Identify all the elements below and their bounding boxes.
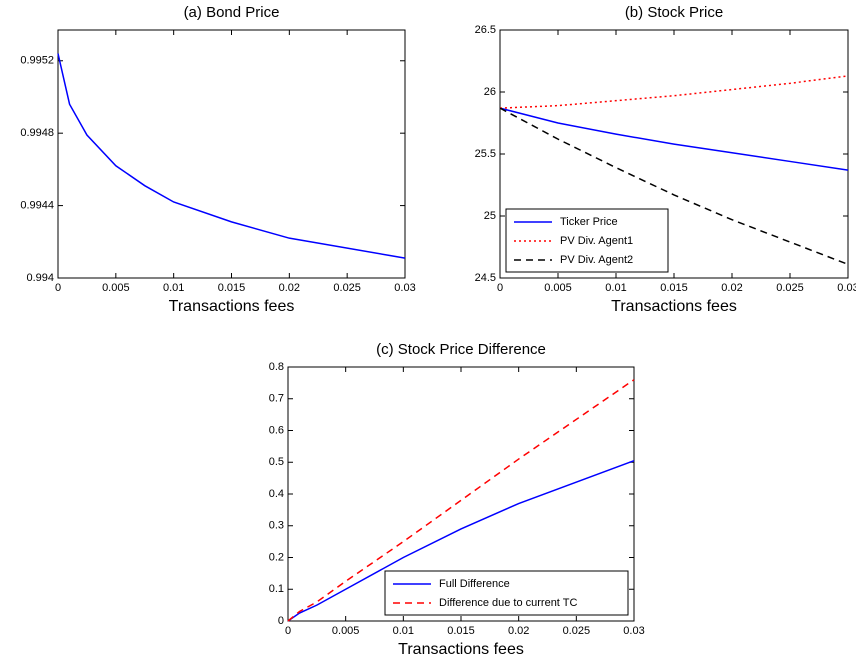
legend [505,208,669,273]
series-line [287,459,635,622]
y-tick-label: 0.3 [269,520,284,532]
series-line [499,107,849,171]
x-tick-label: 0.005 [544,282,572,294]
chart-title: (a) Bond Price [184,4,280,21]
x-axis-label: Transactions fees [169,298,295,315]
x-tick-label: 0.005 [102,282,130,294]
y-tick-label: 0.4 [269,488,284,500]
y-tick-label: 0.7 [269,393,284,405]
x-tick-label: 0.025 [563,625,591,637]
y-tick-label: 0.9944 [20,199,54,211]
x-axis-label: Transactions fees [611,298,737,315]
x-tick-label: 0.02 [508,625,529,637]
x-tick-label: 0.01 [605,282,626,294]
x-tick-label: 0.015 [660,282,688,294]
y-tick-label: 0.5 [269,456,284,468]
chart-title: (b) Stock Price [625,4,723,21]
y-tick-label: 25.5 [475,148,496,160]
x-tick-label: 0.02 [721,282,742,294]
series-line [287,379,635,622]
y-tick-label: 0 [278,615,284,627]
x-tick-label: 0 [55,282,61,294]
y-tick-label: 0.994 [26,272,54,284]
x-tick-label: 0.02 [279,282,300,294]
x-tick-label: 0.025 [776,282,804,294]
y-tick-label: 0.9948 [20,127,54,139]
series-line [57,53,406,259]
legend-label: PV Div. Agent2 [560,254,633,266]
x-tick-label: 0 [497,282,503,294]
y-tick-label: 0.6 [269,424,284,436]
y-tick-label: 0.8 [269,361,284,373]
x-tick-label: 0.005 [332,625,360,637]
y-tick-label: 24.5 [475,272,496,284]
x-tick-label: 0.03 [623,625,644,637]
legend-label: Full Difference [439,578,510,590]
y-tick-label: 26.5 [475,24,496,36]
legend-label: Ticker Price [560,216,618,228]
x-tick-label: 0.025 [333,282,361,294]
x-tick-label: 0.015 [218,282,246,294]
series-line [499,75,849,109]
x-tick-label: 0.03 [394,282,415,294]
x-tick-label: 0.03 [837,282,856,294]
y-tick-label: 25 [484,210,496,222]
legend-label: Difference due to current TC [439,597,577,609]
x-tick-label: 0.015 [447,625,475,637]
y-tick-label: 26 [484,86,496,98]
y-tick-label: 0.2 [269,551,284,563]
x-tick-label: 0 [285,625,291,637]
chart-title: (c) Stock Price Difference [376,341,546,358]
series-line [499,107,849,266]
legend [384,570,629,616]
x-axis-label: Transactions fees [398,641,524,658]
y-tick-label: 0.1 [269,583,284,595]
x-tick-label: 0.01 [163,282,184,294]
y-tick-label: 0.9952 [20,55,54,67]
x-tick-label: 0.01 [393,625,414,637]
plot-area [57,29,406,279]
legend-label: PV Div. Agent1 [560,235,633,247]
